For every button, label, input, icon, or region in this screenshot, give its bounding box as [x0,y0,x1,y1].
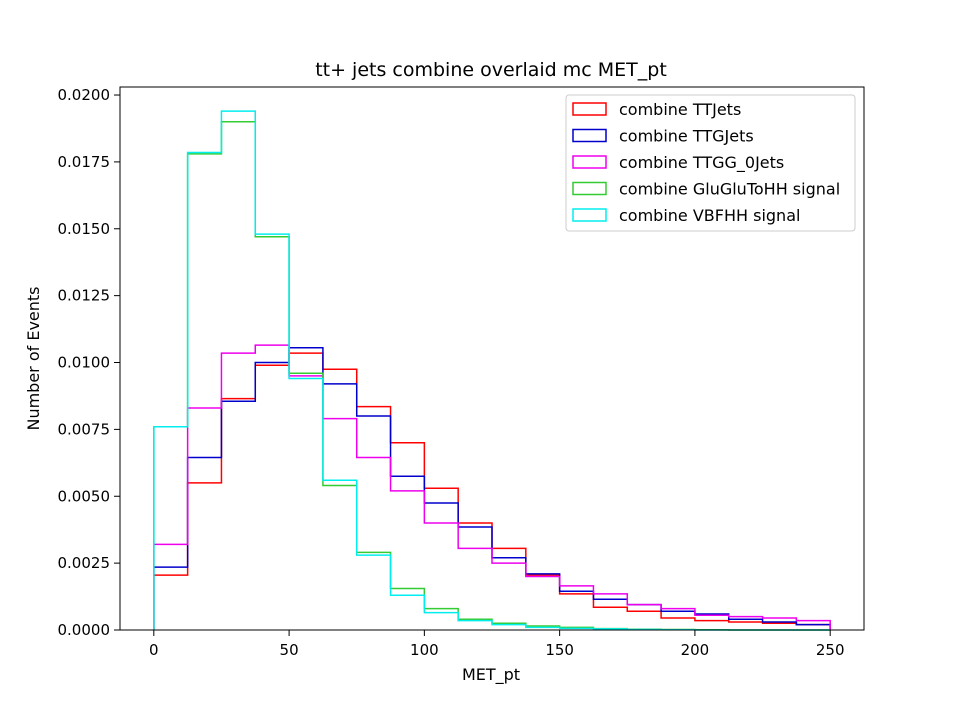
y-tick-label: 0.0100 [58,354,111,372]
x-tick-label: 50 [280,641,299,659]
y-tick-label: 0.0050 [58,487,111,505]
legend-swatch [572,128,607,143]
y-tick-label: 0.0150 [58,220,111,238]
legend-label: combine TTGJets [619,127,754,146]
legend-swatch [572,102,607,116]
legend-label: combine TTJets [619,100,741,119]
x-tick-label: 0 [149,641,159,659]
x-tick-label: 250 [816,641,845,659]
legend-label: combine TTGG_0Jets [619,153,784,173]
x-tick-label: 150 [545,641,574,659]
x-axis: 0 50 100 150 200 250 [149,630,845,659]
y-tick-label: 0.0075 [58,420,111,438]
y-tick-label: 0.0025 [58,554,111,572]
y-tick-label: 0.0175 [58,153,111,171]
axes-frame [119,86,865,631]
legend-label: combine VBFHH signal [619,206,800,225]
legend-items: combine TTJets combine TTGJets combine TTG… [572,100,840,225]
plot-area [119,86,865,631]
y-axis-label: Number of Events [24,286,43,430]
y-tick-label: 0.0000 [58,621,111,639]
legend: combine TTJets combine TTGJets combine TTG… [565,94,856,232]
legend-swatch [572,208,607,222]
y-tick-label: 0.0125 [58,287,111,305]
legend-swatch [572,181,607,196]
y-axis: 0.0000 0.0025 0.0050 0.0075 0.0100 0.0125 0.01… [58,86,120,639]
legend-box [565,94,856,232]
legend-swatch [572,155,607,169]
x-tick-label: 100 [410,641,439,659]
y-tick-label: 0.0200 [58,86,111,104]
series-step-line-2 [153,344,831,630]
x-tick-label: 200 [681,641,710,659]
chart-title: tt+ jets combine overlaid mc MET_pt [315,59,667,81]
legend-label: combine GluGluToHH signal [619,180,840,199]
x-axis-label: MET_pt [462,665,520,685]
